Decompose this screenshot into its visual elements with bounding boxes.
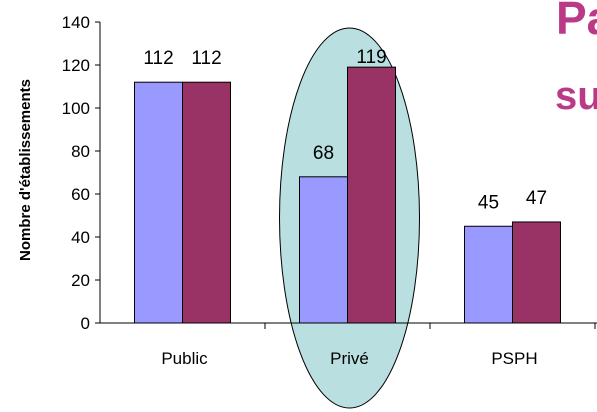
y-tick-label: 120 <box>62 56 90 75</box>
bar <box>464 225 513 324</box>
title-fragment: Pa <box>556 0 597 44</box>
y-tick-label: 140 <box>62 13 90 32</box>
data-label: 112 <box>143 48 173 69</box>
bar <box>299 176 348 324</box>
data-label: 47 <box>526 188 547 209</box>
bars <box>134 66 561 324</box>
y-tick-label: 100 <box>62 99 90 118</box>
bar <box>347 66 396 324</box>
y-tick-label: 60 <box>71 185 90 204</box>
data-labels: 112 112 68 119 45 47 <box>143 47 547 213</box>
category-labels: Public Privé PSPH <box>161 349 537 368</box>
subtitle-fragment: su <box>555 74 597 118</box>
y-ticks: 0 20 40 60 80 100 120 140 <box>62 13 596 333</box>
y-tick-label: 0 <box>81 314 90 333</box>
y-axis-title: Nombre d'établissements <box>17 79 34 261</box>
data-label: 119 <box>356 47 386 68</box>
y-tick-label: 40 <box>71 228 90 247</box>
y-tick-label: 20 <box>71 271 90 290</box>
category-label: Public <box>161 349 208 368</box>
y-tick-label: 80 <box>71 142 90 161</box>
data-label: 68 <box>313 143 334 164</box>
bar <box>512 221 561 324</box>
data-label: 112 <box>191 48 221 69</box>
category-label: PSPH <box>491 349 537 368</box>
bar <box>134 81 183 324</box>
category-label: Privé <box>330 349 369 368</box>
bar <box>182 81 231 324</box>
data-label: 45 <box>478 192 499 213</box>
